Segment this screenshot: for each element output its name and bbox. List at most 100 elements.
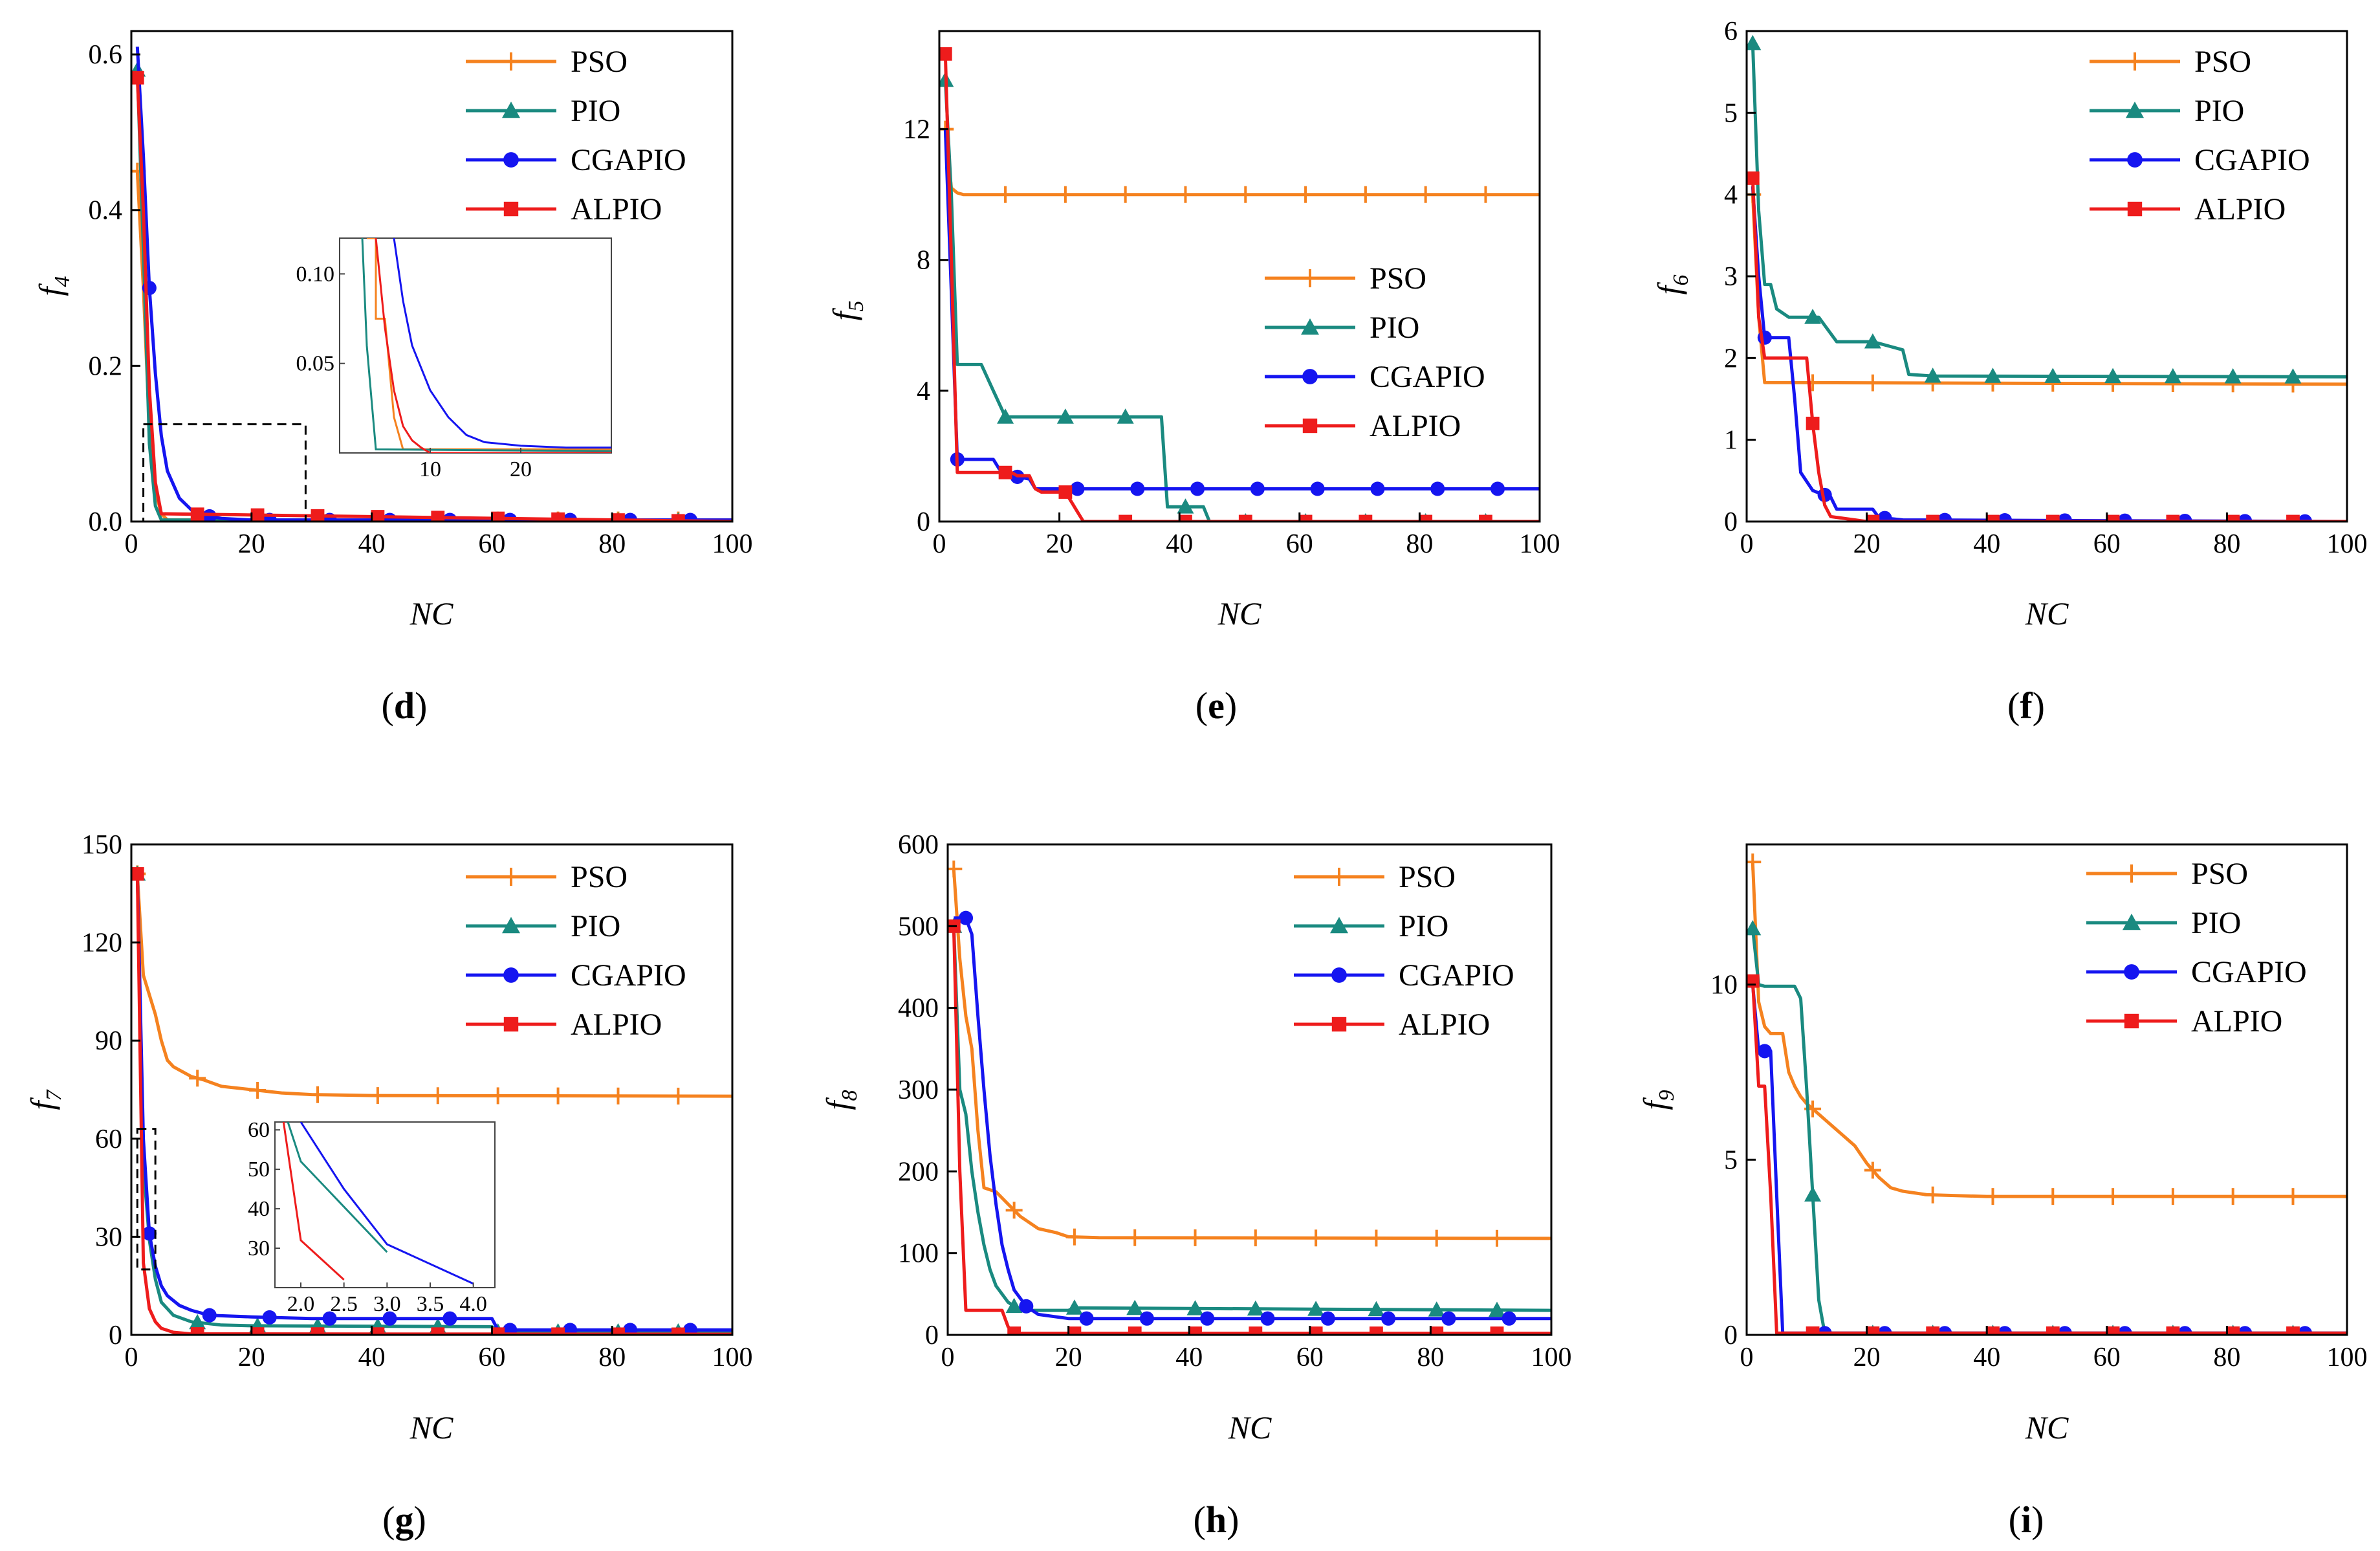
legend-label-e-cgapio: CGAPIO <box>1370 360 1485 394</box>
y-tick-label-f-1: 1 <box>1724 426 1738 456</box>
legend-marker-f-pio <box>2126 102 2144 118</box>
x-tick-label-d-80: 80 <box>598 529 626 559</box>
data-point-d-alpio-71 <box>551 512 565 522</box>
data-point-g-alpio-81 <box>611 1327 625 1335</box>
data-point-f-alpio-71 <box>2166 514 2180 522</box>
data-point-g-cgapio-63 <box>503 1323 518 1335</box>
y-tick-label-e-0: 0 <box>917 507 930 537</box>
x-tick-label-f-60: 60 <box>2093 529 2121 559</box>
x-tick-label-e-0: 0 <box>933 529 946 559</box>
data-point-h-pso-51 <box>1247 1229 1264 1247</box>
legend-marker-d-cgapio <box>503 152 519 168</box>
inset-line-d-cgapio <box>393 238 611 449</box>
data-point-h-alpio-91 <box>1490 1326 1504 1335</box>
inset-x-tick-label-g-4: 4.0 <box>459 1292 487 1316</box>
data-point-f-pio-81 <box>2224 368 2242 384</box>
inset-line-g-cgapio <box>300 1122 474 1285</box>
legend-label-f-alpio: ALPIO <box>2194 192 2286 226</box>
inset-y-tick-label-g-60: 60 <box>248 1118 270 1142</box>
legend-label-g-pso: PSO <box>571 860 628 894</box>
y-tick-label-h-100: 100 <box>898 1239 939 1269</box>
series-group-f <box>1747 34 2347 522</box>
y-tick-label-e-12: 12 <box>903 115 930 145</box>
data-point-i-alpio-31 <box>1926 1326 1940 1335</box>
data-point-f-pio-61 <box>2104 368 2122 384</box>
x-tick-label-g-40: 40 <box>358 1343 386 1372</box>
chart-panel-f: f6 NC (f) 0 20 40 60 80 1000123456PSOPIOCGAPI… <box>1651 17 2368 727</box>
y-tick-label-h-200: 200 <box>898 1157 939 1187</box>
data-point-h-alpio-21 <box>1067 1326 1082 1335</box>
series-line-e-pio <box>943 80 1540 522</box>
y-tick-label-h-400: 400 <box>898 994 939 1024</box>
data-point-e-cgapio-73 <box>1370 481 1385 496</box>
data-point-i-pso-71 <box>2164 1188 2181 1205</box>
data-point-d-alpio-21 <box>250 508 265 522</box>
y-tick-label-h-600: 600 <box>898 830 939 860</box>
data-point-h-alpio-41 <box>1188 1326 1202 1335</box>
data-point-f-pio-71 <box>2164 368 2181 384</box>
series-line-g-alpio <box>135 874 732 1335</box>
plot-frame-g <box>130 843 734 1336</box>
legend-label-e-pso: PSO <box>1370 261 1426 296</box>
data-point-h-cgapio-73 <box>1381 1311 1396 1326</box>
data-point-e-pso-41 <box>1177 186 1194 203</box>
x-tick-label-f-0: 0 <box>1740 529 1754 559</box>
data-point-f-pio-31 <box>1924 368 1941 383</box>
inset-y-tick-label-g-30: 30 <box>248 1237 270 1260</box>
inset-series-d <box>361 238 611 453</box>
y-tick-label-g-0: 0 <box>109 1321 122 1350</box>
data-point-h-pio-31 <box>1126 1299 1144 1315</box>
legend-label-d-pso: PSO <box>571 45 628 79</box>
x-axis-label-f: NC <box>2025 595 2069 632</box>
x-tick-label-h-40: 40 <box>1175 1343 1203 1372</box>
data-point-f-alpio-41 <box>1986 514 2000 522</box>
legend-marker-g-pso <box>502 868 520 886</box>
data-point-h-alpio-31 <box>1128 1326 1142 1335</box>
data-point-h-alpio-61 <box>1309 1326 1323 1335</box>
inset-frame-g <box>274 1121 496 1288</box>
series-line-f-pio <box>1751 43 2347 379</box>
data-point-e-pso-21 <box>1056 186 1074 203</box>
data-point-h-pio-81 <box>1428 1301 1445 1317</box>
data-point-g-cgapio-3 <box>142 1226 157 1241</box>
data-point-f-pio-51 <box>2044 368 2062 383</box>
y-tick-label-i-0: 0 <box>1724 1321 1738 1350</box>
legend-label-g-cgapio: CGAPIO <box>571 958 686 993</box>
legend-marker-e-alpio <box>1302 418 1318 434</box>
data-point-f-pio-11 <box>1804 309 1822 324</box>
data-point-e-alpio-31 <box>1119 514 1133 522</box>
inset-line-g-pio <box>287 1122 388 1253</box>
data-point-h-pio-71 <box>1368 1301 1385 1317</box>
y-tick-label-f-5: 5 <box>1724 98 1738 128</box>
data-point-h-cgapio-33 <box>1139 1311 1154 1326</box>
data-point-f-cgapio-73 <box>2178 514 2192 522</box>
x-tick-label-f-100: 100 <box>2327 529 2368 559</box>
data-point-h-alpio-11 <box>1007 1326 1021 1335</box>
legend-marker-f-alpio <box>2127 201 2143 217</box>
data-point-h-pio-51 <box>1247 1300 1264 1316</box>
data-point-e-alpio-91 <box>1479 514 1492 522</box>
series-line-i-pso <box>1751 861 2347 1198</box>
data-point-g-pso-51 <box>429 1087 446 1105</box>
data-point-d-alpio-31 <box>311 509 325 522</box>
data-point-h-cgapio-93 <box>1501 1311 1516 1326</box>
series-line-g-pso <box>135 874 732 1098</box>
x-tick-label-i-80: 80 <box>2213 1343 2240 1372</box>
x-tick-label-e-20: 20 <box>1046 529 1073 559</box>
x-tick-label-h-0: 0 <box>941 1343 955 1372</box>
data-point-i-pso-41 <box>1984 1188 2002 1205</box>
legend-marker-e-pio <box>1301 318 1319 335</box>
data-point-g-cgapio-93 <box>682 1323 698 1335</box>
data-point-e-pso-71 <box>1357 186 1374 203</box>
data-point-f-alpio-21 <box>1866 514 1880 522</box>
legend-marker-e-cgapio <box>1302 369 1318 384</box>
data-point-h-pso-21 <box>1065 1228 1083 1246</box>
data-point-i-pso-61 <box>2104 1188 2122 1205</box>
y-tick-label-g-90: 90 <box>95 1026 122 1056</box>
data-point-h-pio-61 <box>1307 1301 1325 1316</box>
plot-frame-d <box>130 30 734 523</box>
x-axis-label-i: NC <box>2025 1409 2069 1446</box>
data-point-d-alpio-1 <box>131 71 144 85</box>
data-point-f-cgapio-63 <box>2117 513 2132 522</box>
data-point-g-pso-71 <box>549 1087 567 1105</box>
